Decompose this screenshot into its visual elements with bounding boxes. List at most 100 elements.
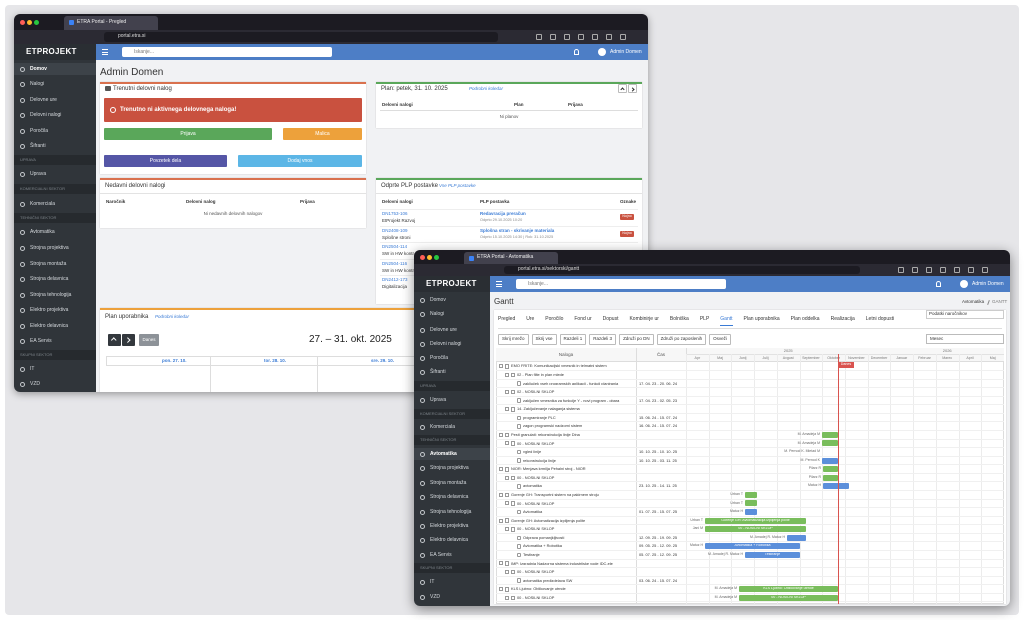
window-control[interactable] [20, 19, 25, 25]
user-name[interactable]: Admin Domen [972, 280, 1004, 287]
sidebar-item[interactable]: Strojna delavnica [30, 275, 69, 282]
expand-toggle[interactable] [505, 501, 509, 506]
sidebar-item[interactable]: Šifranti [430, 368, 446, 375]
toolbar-button[interactable]: Skrij mrežo [498, 334, 529, 345]
sidebar-item[interactable]: Komerciala [430, 423, 456, 430]
view-select-text[interactable]: Mesec [930, 336, 944, 341]
toolbar-icon[interactable] [606, 34, 612, 40]
toolbar-button[interactable]: Razdeli 3 [589, 334, 617, 345]
gantt-bar[interactable] [822, 440, 838, 447]
browser-tab[interactable]: ETRA Portal - Avtomatika [464, 252, 558, 264]
task-name[interactable]: rekonstrukcija linije [523, 458, 556, 463]
expand-toggle[interactable] [505, 595, 509, 600]
toolbar-button[interactable]: Združi po zaposlenih [656, 334, 707, 345]
nav-button[interactable] [122, 334, 135, 346]
toolbar-button[interactable]: Razdeli 1 [559, 334, 587, 345]
tab[interactable]: PLP [699, 316, 710, 322]
task-name[interactable]: 00 - NOSILNI SKLOP [517, 595, 555, 600]
task-name[interactable]: Gorenje GH: Transportni sistem na pakirn… [511, 492, 599, 497]
toolbar-icon[interactable] [620, 34, 626, 40]
task-name[interactable]: avtomatika predizdelava SW [523, 578, 573, 583]
browser-tab[interactable]: ETRA Portal - Pregled [64, 16, 158, 30]
task-name[interactable]: 02 - Plan filte in plan mlede [517, 372, 564, 377]
expand-toggle[interactable] [505, 407, 509, 412]
gantt-bar[interactable] [739, 586, 838, 593]
sidebar-item[interactable]: VZD [30, 380, 40, 387]
sidebar-item[interactable]: Avtomatika [30, 228, 55, 235]
tab[interactable]: Letni dopusti [865, 316, 895, 322]
today-label[interactable]: Danes [142, 336, 156, 342]
sidebar-item[interactable]: Strojna tehnologija [430, 508, 472, 515]
button-label[interactable]: Povzetek dela [149, 157, 182, 164]
plp-item[interactable]: Redavracija preračun [480, 211, 526, 216]
button-label[interactable]: Malica [315, 130, 330, 137]
tab[interactable]: Poročilo [545, 316, 564, 322]
tab[interactable]: Plan uporabnika [743, 316, 780, 322]
toolbar-icon[interactable] [940, 267, 946, 273]
nav-button[interactable] [618, 84, 627, 93]
task-name[interactable]: zagon programski nadzorni sistem [523, 424, 583, 429]
sidebar-item[interactable]: Delovni nalogi [30, 111, 62, 118]
gantt-bar[interactable] [822, 457, 838, 464]
task-name[interactable]: 14. Zaključevanje nalaganja sistema [517, 407, 580, 412]
button-label[interactable]: Dodaj vnos [287, 157, 313, 164]
button[interactable] [283, 128, 362, 140]
task-name[interactable]: Avtomatika + Robotika [523, 544, 562, 549]
sidebar-item[interactable]: Poročila [30, 127, 49, 134]
sidebar-item[interactable]: Domov [30, 65, 47, 72]
task-name[interactable]: Odprava pomanjkljivosti [523, 535, 565, 540]
sidebar-item[interactable]: Elektro delavnica [430, 536, 469, 543]
card-link[interactable]: Podrobni koledar [155, 314, 190, 319]
gantt-bar[interactable] [823, 466, 838, 473]
sidebar-item[interactable]: Elektro projektiva [30, 306, 69, 313]
expand-toggle[interactable] [499, 364, 503, 369]
task-name[interactable]: NIOR: Menjava krmilja Pehalni stroj - NI… [511, 467, 586, 472]
toolbar-icon[interactable] [564, 34, 570, 40]
expand-toggle[interactable] [499, 561, 503, 566]
toolbar-button[interactable]: Skrij vse [531, 334, 557, 345]
sidebar-item[interactable]: Elektro projektiva [430, 522, 469, 529]
expand-toggle[interactable] [499, 492, 503, 497]
sidebar-item[interactable]: Poročila [430, 354, 449, 361]
expand-toggle[interactable] [505, 441, 509, 446]
sidebar-item[interactable]: Nalogi [30, 80, 45, 87]
gantt-bar[interactable] [739, 594, 838, 601]
order-code[interactable]: DN2412-173 [382, 277, 408, 282]
order-code[interactable]: DN1753-106 [382, 211, 408, 216]
breadcrumb-item[interactable]: Avtomatika [962, 299, 985, 304]
task-name[interactable]: 00 - NOSILNI SKLOP [517, 475, 555, 480]
window-control[interactable] [420, 254, 425, 260]
nav-button[interactable] [108, 334, 121, 346]
toolbar-icon[interactable] [954, 267, 960, 273]
sidebar-item[interactable]: Delovni nalogi [430, 340, 462, 347]
task-name[interactable]: Avtomatika [523, 510, 543, 514]
sidebar-item[interactable]: Komerciala [30, 200, 56, 207]
button[interactable] [104, 128, 272, 140]
gantt-bar[interactable] [745, 491, 757, 498]
today-button[interactable] [139, 334, 159, 346]
tab[interactable]: Dopust [602, 316, 619, 322]
gantt-bar[interactable] [787, 534, 806, 541]
window-control[interactable] [427, 254, 432, 260]
task-name[interactable]: KLS Ljubno: Oblikovanje utrnde [511, 587, 566, 592]
nav-button[interactable] [628, 84, 637, 93]
sidebar-item[interactable]: Delovne ure [30, 96, 57, 103]
toolbar-button[interactable]: Združi po DN [619, 334, 654, 345]
toolbar-icon[interactable] [926, 267, 932, 273]
avatar[interactable] [598, 48, 606, 56]
sidebar-item[interactable]: Domov [430, 296, 446, 303]
task-name[interactable]: 00 - NOSILNI SKLOP [517, 501, 555, 506]
url-field[interactable] [504, 266, 860, 274]
task-name[interactable]: EMO FRITE: Komunikacijski vmesnik in tel… [511, 364, 607, 369]
user-name[interactable]: Admin Domen [610, 48, 642, 55]
task-name[interactable]: programiranje PLC [523, 415, 556, 420]
expand-toggle[interactable] [505, 372, 509, 377]
search-input[interactable] [122, 47, 332, 57]
gantt-bar[interactable] [745, 508, 757, 515]
tab[interactable]: Gantt [720, 314, 733, 326]
sidebar-item[interactable]: Uprava [30, 170, 47, 177]
notification-icon[interactable] [574, 49, 579, 55]
sidebar-item[interactable]: Elektro delavnica [30, 322, 69, 329]
toolbar-icon[interactable] [982, 267, 988, 273]
sidebar-item[interactable]: VZD [430, 593, 440, 600]
